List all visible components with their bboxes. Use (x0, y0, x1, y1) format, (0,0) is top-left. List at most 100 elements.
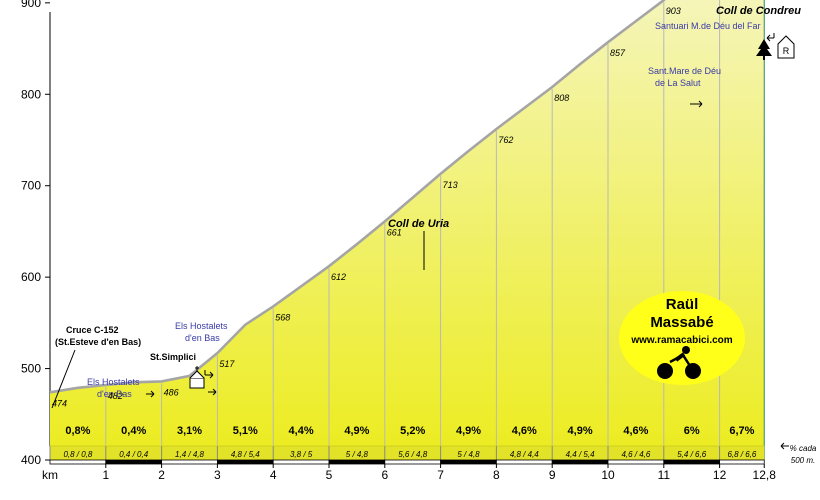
segment-gradient: 4,6% (623, 425, 648, 437)
elevation-label: 486 (164, 387, 179, 397)
y-tick-label: 600 (21, 270, 41, 284)
elevation-label: 517 (219, 359, 235, 369)
hostalets-bottom-line1: Els Hostalets (87, 377, 140, 387)
segment-detail: 0,4 / 0,4 (119, 450, 148, 459)
elevation-label: 903 (666, 6, 681, 16)
tree-icon (756, 39, 772, 60)
segment-gradient: 4,9% (456, 425, 481, 437)
km-axis-segment (719, 459, 765, 465)
segment-detail: 3,8 / 5 (290, 450, 313, 459)
y-tick-label: 800 (21, 87, 41, 101)
x-tick-label: 4 (270, 468, 277, 482)
elevation-label: 762 (498, 135, 513, 145)
y-axis-ticks: 40050060070080090010001100 (21, 0, 50, 467)
x-tick-label: 11 (658, 468, 671, 482)
x-tick-label: 1 (102, 468, 109, 482)
brand-logo: Raül Massabé www.ramacabici.com (619, 291, 745, 385)
segment-detail: 4,8 / 4,4 (510, 450, 539, 459)
segment-gradient: 0,4% (121, 425, 146, 437)
santuari-label: Santuari M.de Déu del Far (655, 21, 761, 31)
x-tick-label: 9 (549, 468, 556, 482)
elevation-label: 612 (331, 272, 346, 282)
st-simplici-label: St.Simplici (150, 352, 196, 362)
segment-gradient: 0,8% (65, 425, 90, 437)
km-axis-segment (495, 459, 553, 465)
segment-gradient: 4,4% (289, 425, 314, 437)
x-tick-label: 8 (493, 468, 500, 482)
pct-note-arrow-icon (780, 442, 789, 450)
cruce-line1: Cruce C-152 (66, 325, 119, 335)
km-axis-segment (440, 459, 497, 465)
elevation-label: 568 (275, 312, 290, 322)
x-unit-label: km (42, 468, 58, 482)
hostalets-top-arrow-icon (204, 370, 214, 379)
cruce-line2: (St.Esteve d'en Bas) (55, 337, 141, 347)
km-axis-segment (161, 459, 218, 465)
segment-detail: 4,6 / 4,6 (621, 450, 650, 459)
x-tick-label: 7 (437, 468, 444, 482)
band-background (50, 446, 765, 460)
segment-gradient: 4,6% (512, 425, 537, 437)
church-arrow-icon (208, 388, 217, 396)
elevation-label: 808 (554, 93, 569, 103)
km-axis-segment (49, 459, 107, 465)
x-tick-label: 2 (158, 468, 165, 482)
segment-detail: 5 / 4,8 (457, 450, 480, 459)
coll-uria-label: Coll de Uria (388, 218, 449, 230)
elevation-label: 661 (387, 227, 402, 237)
hostalets-top-line2: d'en Bas (185, 333, 220, 343)
km-axis-segment (272, 459, 330, 465)
hostalets-bottom-line2: d'en Bas (97, 389, 132, 399)
segment-gradient: 5,1% (233, 425, 258, 437)
km-axis-segment (105, 459, 163, 465)
segment-detail: 5,4 / 6,6 (677, 450, 706, 459)
segment-detail: 5,6 / 4,8 (398, 450, 427, 459)
brand-name-line2: Massabé (650, 314, 713, 331)
x-tick-label: 10 (601, 468, 615, 482)
segment-gradient: 5,2% (400, 425, 425, 437)
y-tick-label: 400 (21, 453, 41, 467)
segment-gradient: 4,9% (568, 425, 593, 437)
hostalets-top-line1: Els Hostalets (175, 321, 228, 331)
pct-note-line2: 500 m. (791, 456, 815, 465)
segment-detail: 6,8 / 6,6 (727, 450, 756, 459)
x-axis-ticks: 1 2 3 4 5 6 7 8 9 10 11 12 12,8 (102, 464, 776, 482)
segment-gradient: 4,9% (344, 425, 369, 437)
svg-text:R: R (783, 46, 790, 56)
sant-mare-label-line1: Sant.Mare de Déu (648, 66, 721, 76)
segment-gradient: 3,1% (177, 425, 202, 437)
segment-detail: 1,4 / 4,8 (175, 450, 204, 459)
gradient-band: 0,8% 0,8 / 0,8 0,4% 0,4 / 0,4 3,1% 1,4 / 4,8 5… (49, 425, 765, 465)
segment-gradient: 6,7% (729, 425, 754, 437)
cyclist-icon (657, 346, 701, 379)
sant-mare-arrow-icon (690, 100, 703, 108)
profile-area (50, 0, 765, 460)
chapel-icon: R (777, 35, 795, 59)
y-tick-label: 900 (21, 0, 41, 10)
elevation-label: 482 (108, 391, 123, 401)
elevation-label: 857 (610, 48, 626, 58)
segment-detail: 4,8 / 5,4 (231, 450, 260, 459)
brand-name-line1: Raül (666, 296, 699, 313)
profile-line (49, 0, 666, 394)
km-axis-segment (607, 459, 665, 465)
x-tick-label: 3 (214, 468, 221, 482)
km-axis-segment (216, 459, 274, 465)
pct-note-line1: % cada (790, 444, 817, 453)
km-axis-segment (328, 459, 386, 465)
km-axis-segment (384, 459, 441, 465)
segment-detail: 4,4 / 5,4 (566, 450, 595, 459)
brand-site: www.ramacabici.com (630, 335, 732, 346)
x-tick-label: 6 (381, 468, 388, 482)
church-icon (189, 366, 205, 389)
y-tick-label: 700 (21, 179, 41, 193)
elevation-labels: 4744824865175686126617137628088579039631… (52, 6, 681, 408)
santuari-arrow-icon (766, 33, 775, 42)
x-tick-label: 12,8 (753, 468, 777, 482)
cruce-pointer (51, 349, 76, 409)
sant-mare-label-line2: de La Salut (655, 78, 701, 88)
segment-gradient: 6% (684, 425, 700, 437)
summit-title: Coll de Condreu (716, 5, 801, 17)
x-tick-label: 5 (326, 468, 333, 482)
